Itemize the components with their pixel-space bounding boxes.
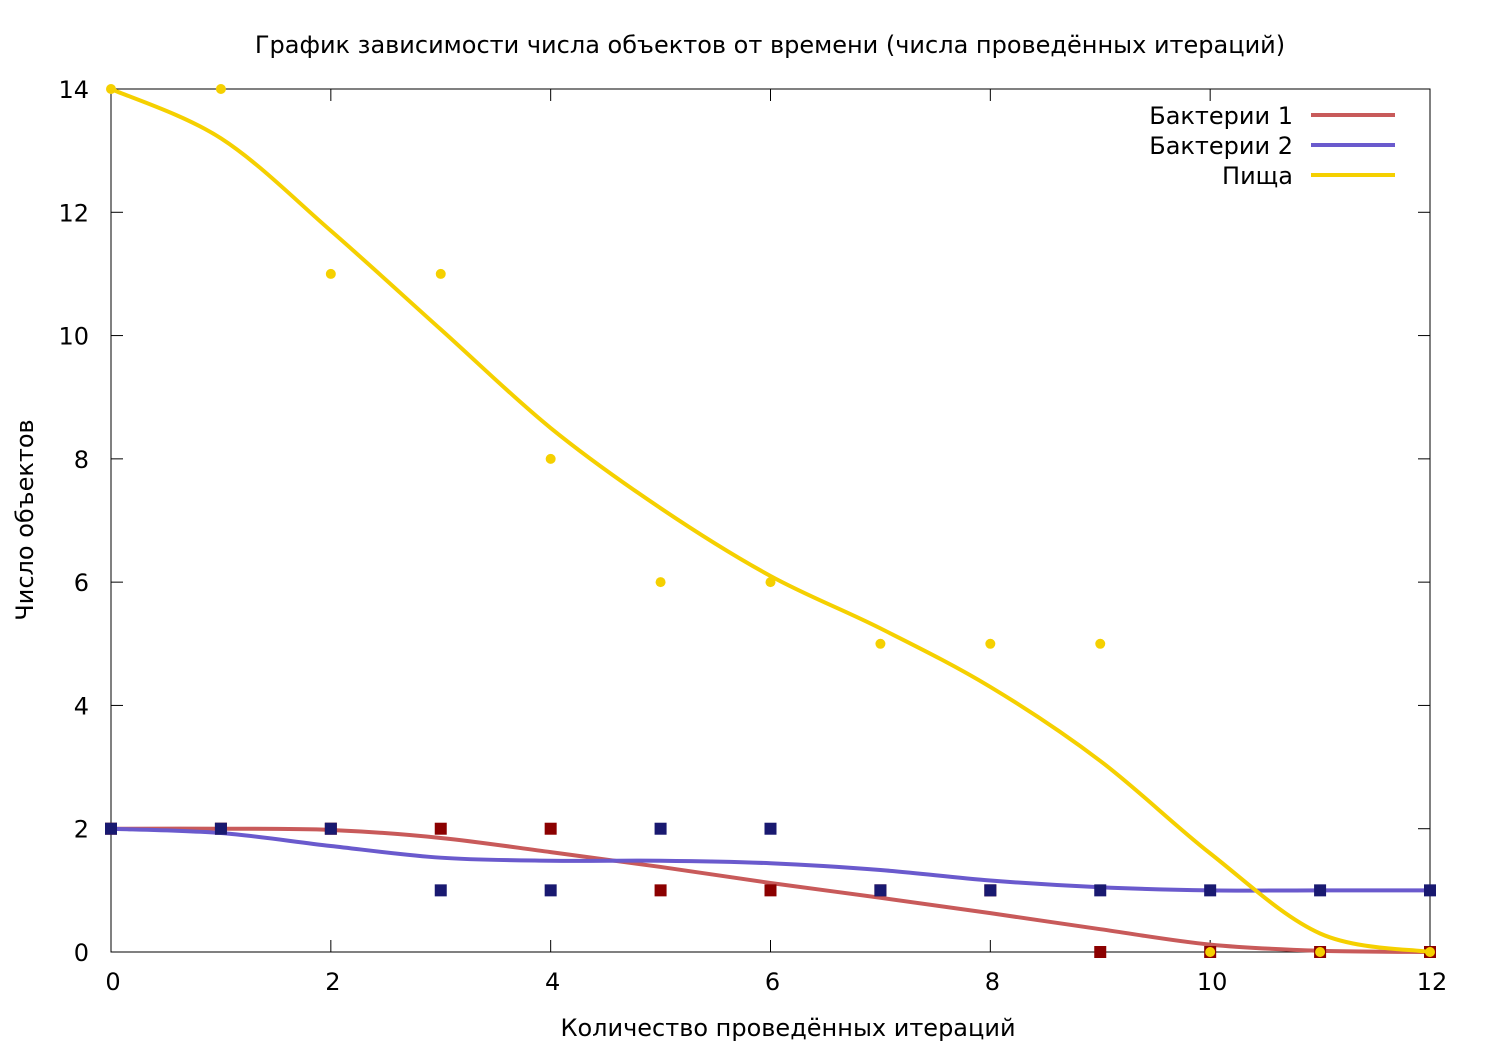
data-point [985, 638, 996, 649]
data-point [105, 822, 117, 835]
y-tick-label: 10 [58, 323, 89, 351]
legend-label: Бактерии 2 [1149, 132, 1293, 160]
data-point [1315, 947, 1326, 957]
data-point [765, 577, 776, 588]
plot-frame [110, 88, 1431, 953]
data-point [434, 822, 447, 835]
y-tick-label: 2 [74, 816, 89, 844]
x-tick-label: 0 [105, 968, 120, 996]
data-point [1204, 884, 1217, 897]
series-layer [105, 84, 1436, 958]
legend-label: Пища [1222, 162, 1293, 190]
x-tick-label: 10 [1197, 968, 1228, 996]
data-point [545, 453, 556, 464]
series-line-food [110, 87, 1431, 954]
data-point [1094, 946, 1107, 958]
y-tick-label: 0 [74, 939, 89, 967]
x-tick-label: 2 [325, 968, 340, 996]
data-point [214, 822, 227, 835]
data-point [1094, 884, 1107, 897]
data-point [325, 268, 336, 279]
data-point [434, 884, 447, 897]
chart-title: График зависимости числа объектов от вре… [255, 31, 1285, 59]
data-point [544, 822, 557, 835]
data-point [1205, 947, 1216, 957]
x-tick-label: 4 [545, 968, 560, 996]
data-point [435, 268, 446, 279]
x-axis-label: Количество проведённых итераций [560, 1014, 1015, 1042]
data-point [654, 884, 667, 897]
legend-label: Бактерии 1 [1149, 102, 1293, 130]
data-point [1314, 884, 1327, 897]
data-point [1095, 638, 1106, 649]
y-tick-label: 8 [74, 446, 89, 474]
y-tick-label: 14 [58, 76, 89, 104]
data-point [764, 884, 777, 897]
y-tick-label: 12 [58, 199, 89, 227]
y-tick-label: 6 [74, 569, 89, 597]
series-bacteria-2 [105, 822, 1436, 897]
data-point [324, 822, 337, 835]
data-point [654, 822, 667, 835]
axis-ticks: 0 2 4 6 8 10 12 0 2 4 6 8 10 12 14 [58, 76, 1447, 996]
y-axis-label: Число объектов [11, 419, 39, 620]
data-point [875, 638, 886, 649]
y-tick-label: 4 [74, 692, 89, 720]
data-point [874, 884, 887, 897]
x-tick-label: 6 [765, 968, 780, 996]
data-point [215, 84, 226, 94]
data-point [984, 884, 997, 897]
data-point [106, 84, 116, 94]
data-point [544, 884, 557, 897]
data-point [764, 822, 777, 835]
x-tick-label: 8 [985, 968, 1000, 996]
data-point [655, 577, 666, 588]
data-point [1425, 947, 1435, 957]
data-point [1424, 884, 1436, 897]
series-food [106, 84, 1435, 957]
x-tick-label: 12 [1417, 968, 1448, 996]
